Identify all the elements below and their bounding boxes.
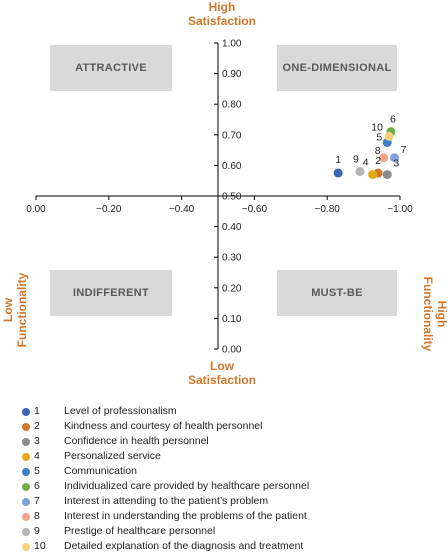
x-tick-label: −0.20	[96, 204, 122, 215]
legend-marker	[22, 512, 30, 521]
legend-item: 10 Detailed explanation of the diagnosis …	[22, 539, 309, 554]
quadrant-must-be: MUST-BE	[277, 270, 397, 316]
y-tick-label: 0.10	[222, 314, 242, 325]
x-tick-label: −0.60	[242, 204, 268, 215]
legend-number: 8	[34, 510, 40, 522]
legend-number: 7	[34, 495, 40, 507]
data-label: 5	[376, 131, 382, 143]
legend-label: Interest in attending to the patient’s p…	[64, 495, 269, 507]
quadrant-indifferent: INDIFFERENT	[50, 270, 172, 316]
legend-item: 1 Level of professionalism	[22, 404, 309, 419]
legend-marker	[22, 437, 30, 446]
data-label: 3	[393, 158, 399, 170]
legend-item: 4 Personalized service	[22, 449, 309, 464]
data-label: 4	[363, 157, 369, 169]
legend-label: Confidence in health personnel	[64, 435, 209, 447]
legend-marker	[22, 467, 30, 476]
legend-label: Communication	[64, 465, 137, 477]
legend-number: 5	[34, 465, 40, 477]
legend-label: Personalized service	[64, 450, 161, 462]
y-tick-label: 0.00	[222, 345, 242, 356]
legend-number: 9	[34, 525, 40, 537]
y-tick-label: 0.40	[222, 222, 242, 233]
legend-label: Interest in understanding the problems o…	[64, 510, 307, 522]
data-label: 2	[375, 155, 381, 167]
legend: 1 Level of professionalism 2 Kindness and c…	[22, 404, 309, 554]
y-tick-label: 0.90	[222, 69, 242, 80]
legend-number: 2	[34, 420, 40, 432]
legend-item: 2 Kindness and courtesy of health personn…	[22, 419, 309, 434]
data-point	[379, 153, 389, 163]
legend-label: Kindness and courtesy of health personne…	[64, 420, 263, 432]
x-tick-label: −1.00	[387, 204, 413, 215]
axis-title-top: High Satisfaction	[187, 0, 256, 28]
y-tick-label: 0.60	[222, 161, 242, 172]
legend-number: 6	[34, 480, 40, 492]
data-point	[333, 168, 343, 178]
data-point	[355, 167, 365, 177]
legend-marker	[22, 422, 30, 431]
legend-marker	[22, 452, 30, 461]
data-label: 6	[390, 114, 396, 126]
legend-marker	[22, 527, 30, 536]
x-tick-label: 0.00	[26, 204, 46, 215]
data-label: 8	[375, 145, 381, 157]
y-tick-label: 0.80	[222, 100, 242, 111]
legend-item: 8 Interest in understanding the problems …	[22, 509, 309, 524]
legend-label: Level of professionalism	[64, 405, 177, 417]
y-tick-label: 0.70	[222, 130, 242, 141]
scatter-plot: 0.00 −0.20 −0.40 −0.60 −0.80 −1.00 0.00 0.10 0.2…	[26, 39, 413, 356]
x-tick-label: −0.80	[315, 204, 341, 215]
data-point	[390, 153, 400, 163]
legend-label: Detailed explanation of the diagnosis an…	[64, 540, 304, 552]
legend-item: 6 Individualized care provided by healthc…	[22, 479, 309, 494]
y-tick-label: 1.00	[222, 39, 242, 50]
data-label: 9	[353, 154, 359, 166]
legend-marker	[22, 497, 30, 506]
data-point	[384, 131, 394, 141]
data-point	[368, 170, 378, 180]
legend-number: 4	[34, 450, 40, 462]
legend-marker	[22, 482, 30, 491]
legend-number: 10	[34, 540, 46, 552]
legend-marker	[22, 542, 30, 551]
x-tick-label: −0.40	[169, 204, 195, 215]
legend-label: Prestige of healthcare personnel	[64, 525, 216, 537]
legend-item: 7 Interest in attending to the patient’s …	[22, 494, 309, 509]
data-label: 1	[335, 154, 341, 166]
legend-item: 9 Prestige of healthcare personnel	[22, 524, 309, 539]
legend-item: 3 Confidence in health personnel	[22, 434, 309, 449]
quadrant-one-dimensional: ONE-DIMENSIONAL	[277, 45, 397, 91]
y-tick-label: 0.30	[222, 253, 242, 264]
legend-number: 1	[34, 405, 40, 417]
legend-marker	[22, 407, 30, 416]
data-label: 7	[401, 144, 407, 156]
data-point	[382, 170, 392, 180]
axis-title-right: High Functionality	[421, 276, 448, 352]
axis-title-bottom: Low Satisfaction	[187, 359, 256, 387]
y-tick-label: 0.50	[222, 192, 242, 203]
legend-label: Individualized care provided by healthca…	[64, 480, 310, 492]
y-tick-label: 0.20	[222, 283, 242, 294]
quadrant-attractive: ATTRACTIVE	[50, 45, 172, 91]
data-label: 10	[371, 121, 383, 133]
legend-item: 5 Communication	[22, 464, 309, 479]
legend-number: 3	[34, 435, 40, 447]
axis-title-left: Low Functionality	[1, 272, 29, 348]
